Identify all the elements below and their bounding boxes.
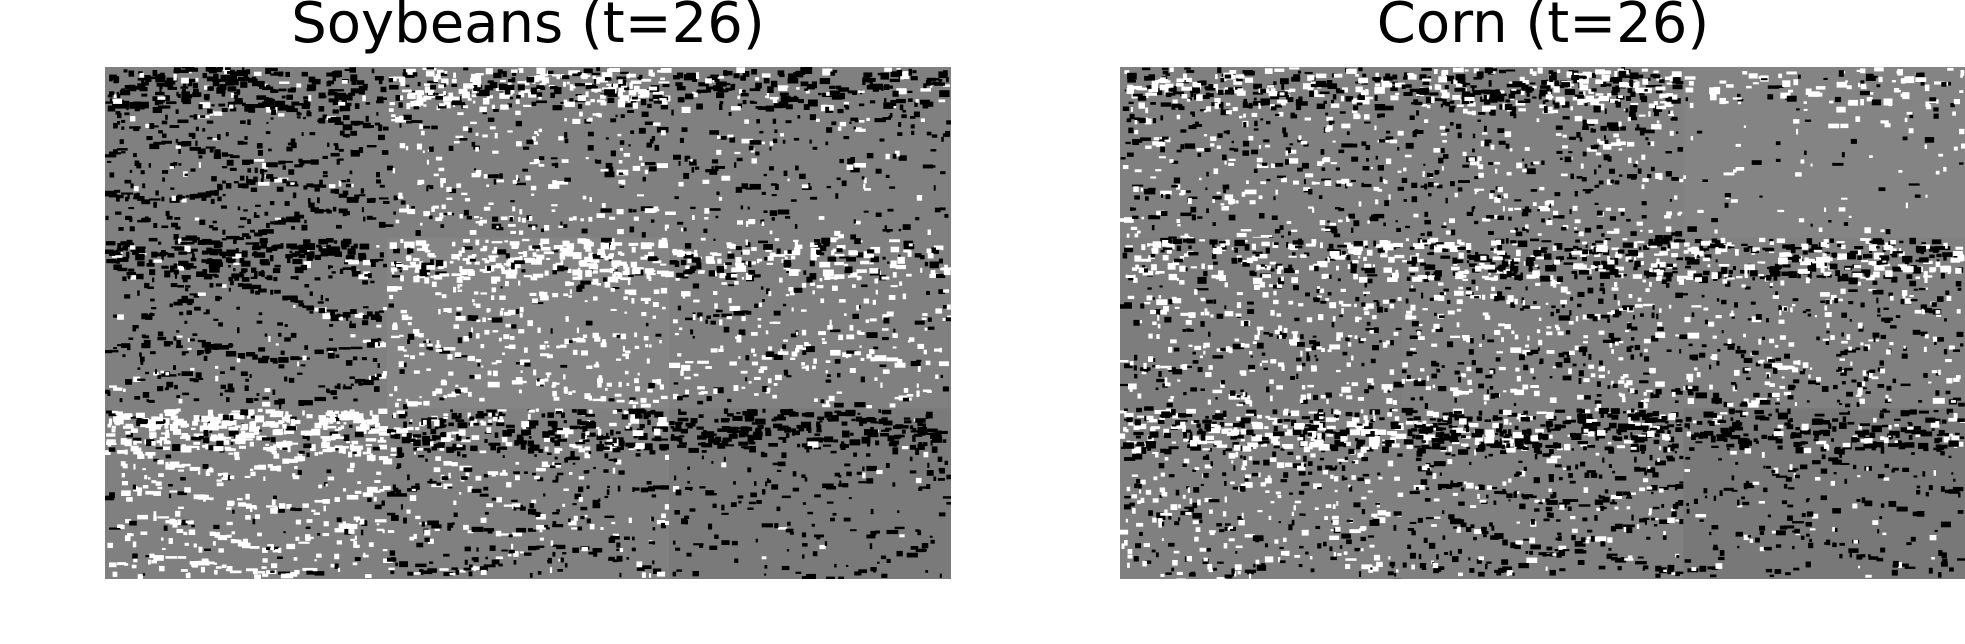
corn-field-image — [1120, 67, 1965, 579]
soybeans-field-image — [105, 67, 951, 579]
panel-title-corn: Corn (t=26) — [1376, 0, 1710, 56]
panel-title-soybeans: Soybeans (t=26) — [291, 0, 765, 56]
